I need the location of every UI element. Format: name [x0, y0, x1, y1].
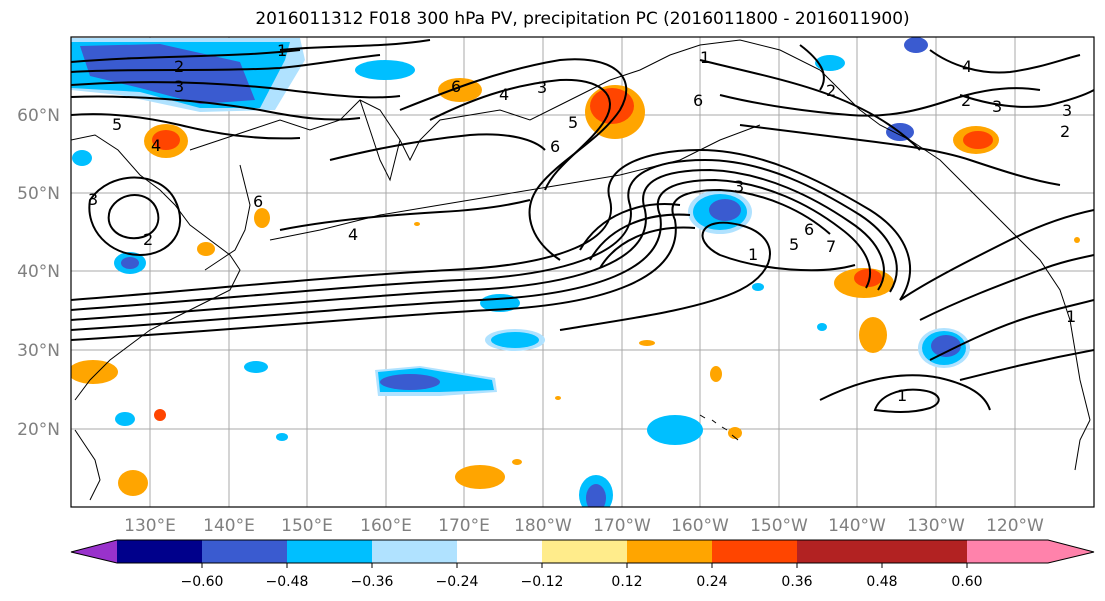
contour-label: 2 [961, 91, 971, 110]
contour-label: 4 [151, 136, 161, 155]
colorbar-tick-label: 0.12 [611, 574, 642, 590]
lon-label: 160°E [360, 516, 412, 536]
contour-label: 3 [88, 190, 98, 209]
colorbar-segment [882, 540, 967, 563]
lon-label: 130°W [907, 516, 965, 536]
lon-label: 150°E [281, 516, 333, 536]
lat-label-20n: 20°N [17, 420, 60, 440]
colorbar-segment [967, 540, 1048, 563]
contour-label: 4 [962, 57, 972, 76]
coastlines [71, 39, 1091, 501]
colorbar-outline [70, 539, 1095, 564]
lat-label-40n: 40°N [17, 262, 60, 282]
contour-label: 4 [348, 225, 358, 244]
colorbar-tick-label: 0.48 [866, 574, 897, 590]
lon-label: 140°W [828, 516, 886, 536]
colorbar-segment [797, 540, 882, 563]
contour-label: 3 [992, 97, 1002, 116]
contour-label: 7 [826, 237, 836, 256]
colorbar-tick-label: 0.36 [781, 574, 812, 590]
longitude-labels: 130°E 140°E 150°E 160°E 170°E 180°W 170°… [124, 516, 1044, 536]
lon-label: 130°E [124, 516, 176, 536]
colorbar-tick-label: 0.60 [951, 574, 982, 590]
lon-label: 140°E [203, 516, 255, 536]
contour-label: 2 [1060, 122, 1070, 141]
colorbar-tick-label: −0.24 [436, 574, 479, 590]
contour-label: 1 [700, 48, 710, 67]
contour-label: 3 [734, 177, 744, 196]
colorbar-segment [372, 540, 457, 563]
contour-label: 6 [550, 137, 560, 156]
colorbar-segment [627, 540, 712, 563]
colorbar-tick-label: −0.60 [181, 574, 224, 590]
colorbar-segment [117, 540, 202, 563]
contour-label: 1 [1066, 307, 1076, 326]
contour-label: 4 [499, 85, 509, 104]
contour-label: 2 [174, 57, 184, 76]
pv-contours [71, 39, 1094, 413]
lat-label-50n: 50°N [17, 184, 60, 204]
latitude-labels: 60°N 50°N 40°N 30°N 20°N [17, 106, 60, 440]
contour-label: 2 [826, 81, 836, 100]
colorbar: −0.60 −0.48 −0.36 −0.24 −0.12 0.12 0.24 … [70, 539, 1095, 590]
colorbar-tick-label: −0.12 [521, 574, 564, 590]
precipitation-shading [71, 37, 1080, 507]
lon-label: 180°W [514, 516, 572, 536]
contour-label: 1 [897, 386, 907, 405]
colorbar-tick-label: 0.24 [696, 574, 727, 590]
contour-labels: 1 2 3 5 4 3 2 6 4 4 3 5 6 6 1 3 6 1 7 5 … [88, 41, 1076, 405]
map-title: 2016011312 F018 300 hPa PV, precipitatio… [255, 9, 910, 29]
contour-label: 2 [143, 230, 153, 249]
lon-label: 120°W [986, 516, 1044, 536]
lon-label: 160°W [671, 516, 729, 536]
contour-label: 5 [568, 113, 578, 132]
colorbar-segment [287, 540, 372, 563]
contour-label: 6 [253, 192, 263, 211]
colorbar-extend-min [71, 540, 117, 563]
lat-label-60n: 60°N [17, 106, 60, 126]
contour-label: 3 [1062, 101, 1072, 120]
colorbar-extend-max [1048, 540, 1094, 563]
colorbar-tick-label: −0.48 [266, 574, 309, 590]
contour-label: 5 [789, 235, 799, 254]
colorbar-tick-label: −0.36 [351, 574, 394, 590]
contour-label: 1 [277, 41, 287, 60]
colorbar-segment [457, 540, 542, 563]
lon-label: 170°E [438, 516, 490, 536]
map-border [70, 36, 1095, 508]
contour-label: 3 [537, 78, 547, 97]
contour-label: 6 [693, 91, 703, 110]
lon-label: 170°W [593, 516, 651, 536]
contour-label: 6 [451, 77, 461, 96]
contour-label: 5 [112, 115, 122, 134]
contour-label: 3 [174, 77, 184, 96]
contour-label: 1 [748, 245, 758, 264]
lon-label: 150°W [750, 516, 808, 536]
contour-label: 6 [804, 220, 814, 239]
lat-label-30n: 30°N [17, 341, 60, 361]
colorbar-segment [202, 540, 287, 563]
colorbar-segment [542, 540, 627, 563]
colorbar-segment [712, 540, 797, 563]
